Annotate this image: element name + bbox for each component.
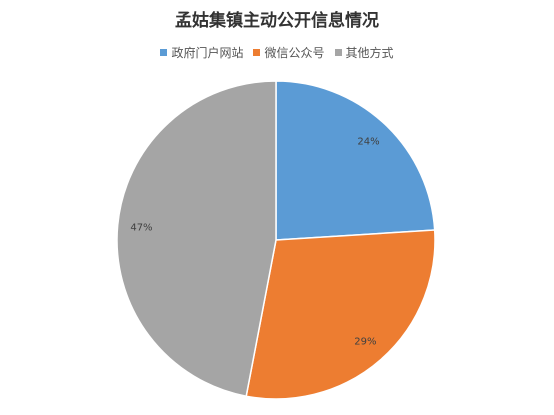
legend-item: 其他方式	[334, 44, 394, 61]
legend-swatch	[160, 49, 168, 56]
legend-swatch	[253, 49, 261, 56]
chart-title: 孟姑集镇主动公开信息情况	[175, 11, 379, 31]
legend-label: 政府门户网站	[171, 46, 244, 60]
pie-slice	[275, 80, 436, 241]
legend-item: 微信公众号	[253, 44, 325, 61]
legend-label: 其他方式	[345, 46, 394, 60]
data-label: 47%	[130, 222, 152, 233]
legend: 政府门户网站 微信公众号 其他方式	[0, 44, 554, 61]
data-label: 29%	[354, 336, 376, 347]
legend-item: 政府门户网站	[160, 44, 243, 61]
legend-swatch	[334, 49, 342, 56]
pie-slice	[116, 80, 277, 398]
pie-slice	[245, 229, 436, 400]
data-label: 24%	[357, 136, 379, 147]
legend-label: 微信公众号	[264, 46, 325, 60]
